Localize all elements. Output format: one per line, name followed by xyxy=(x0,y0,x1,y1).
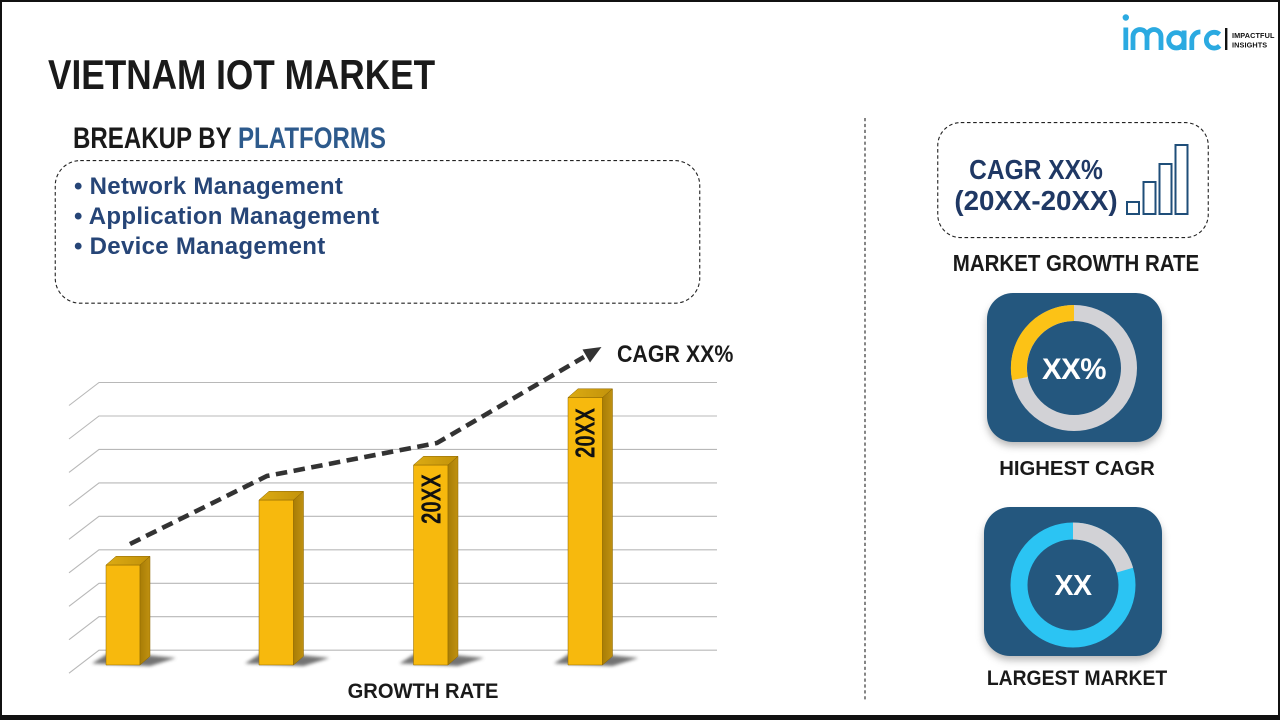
svg-text:INSIGHTS: INSIGHTS xyxy=(1232,41,1267,50)
svg-text:XX: XX xyxy=(1054,570,1092,602)
svg-text:XX%: XX% xyxy=(1042,353,1106,386)
svg-text:IMPACTFUL: IMPACTFUL xyxy=(1232,31,1275,40)
svg-text:20XX: 20XX xyxy=(416,474,447,524)
svg-text:20XX: 20XX xyxy=(570,408,601,458)
